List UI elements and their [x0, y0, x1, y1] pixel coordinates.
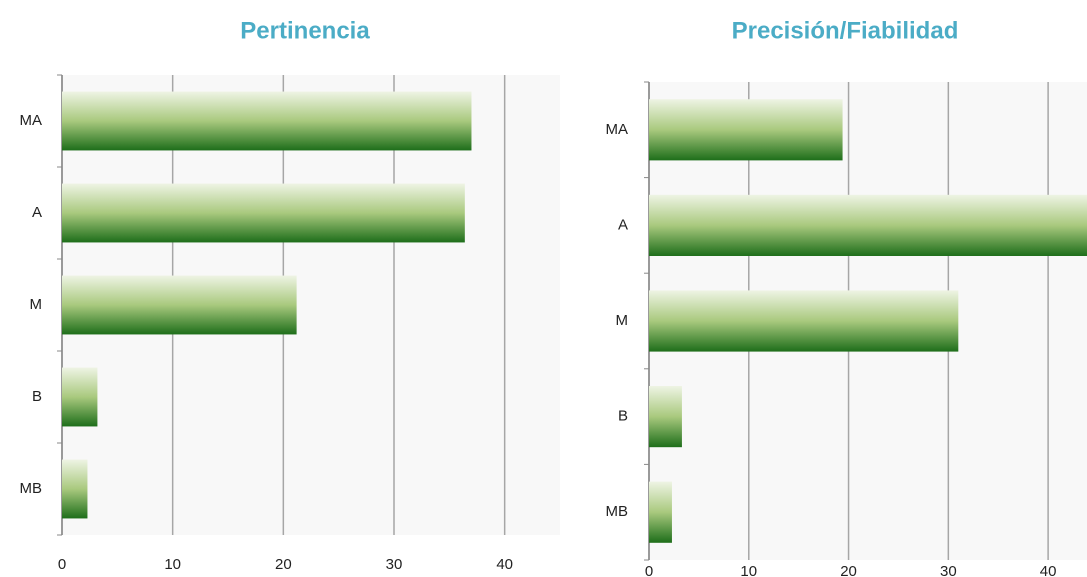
y-tick-label: B [32, 388, 42, 405]
x-tick-label: 30 [386, 556, 403, 573]
bar [62, 367, 98, 427]
bar [649, 386, 682, 448]
y-tick-label: A [32, 204, 42, 221]
bar [62, 91, 472, 151]
bar [62, 459, 88, 519]
y-tick-label: M [616, 312, 629, 329]
bar [649, 481, 672, 543]
x-tick-label: 10 [164, 556, 181, 573]
y-tick-label: MB [606, 503, 629, 520]
bar [62, 275, 297, 335]
x-tick-label: 10 [740, 563, 757, 577]
x-tick-label: 0 [58, 556, 66, 573]
y-tick-label: MA [20, 112, 43, 129]
y-tick-label: A [618, 216, 628, 233]
x-tick-label: 20 [275, 556, 292, 573]
x-tick-label: 40 [1040, 563, 1057, 577]
bar [649, 194, 1087, 256]
x-tick-label: 0 [645, 563, 653, 577]
y-tick-label: MB [20, 480, 43, 497]
x-tick-label: 20 [840, 563, 857, 577]
y-tick-label: MA [606, 121, 629, 138]
chart-title: Precisión/Fiabilidad [732, 17, 959, 44]
x-tick-label: 30 [940, 563, 957, 577]
x-tick-label: 40 [496, 556, 513, 573]
y-tick-label: M [30, 296, 43, 313]
bar [62, 183, 465, 243]
chart-title: Pertinencia [240, 17, 370, 44]
bar [649, 99, 843, 161]
y-tick-label: B [618, 408, 628, 425]
bar [649, 290, 959, 352]
